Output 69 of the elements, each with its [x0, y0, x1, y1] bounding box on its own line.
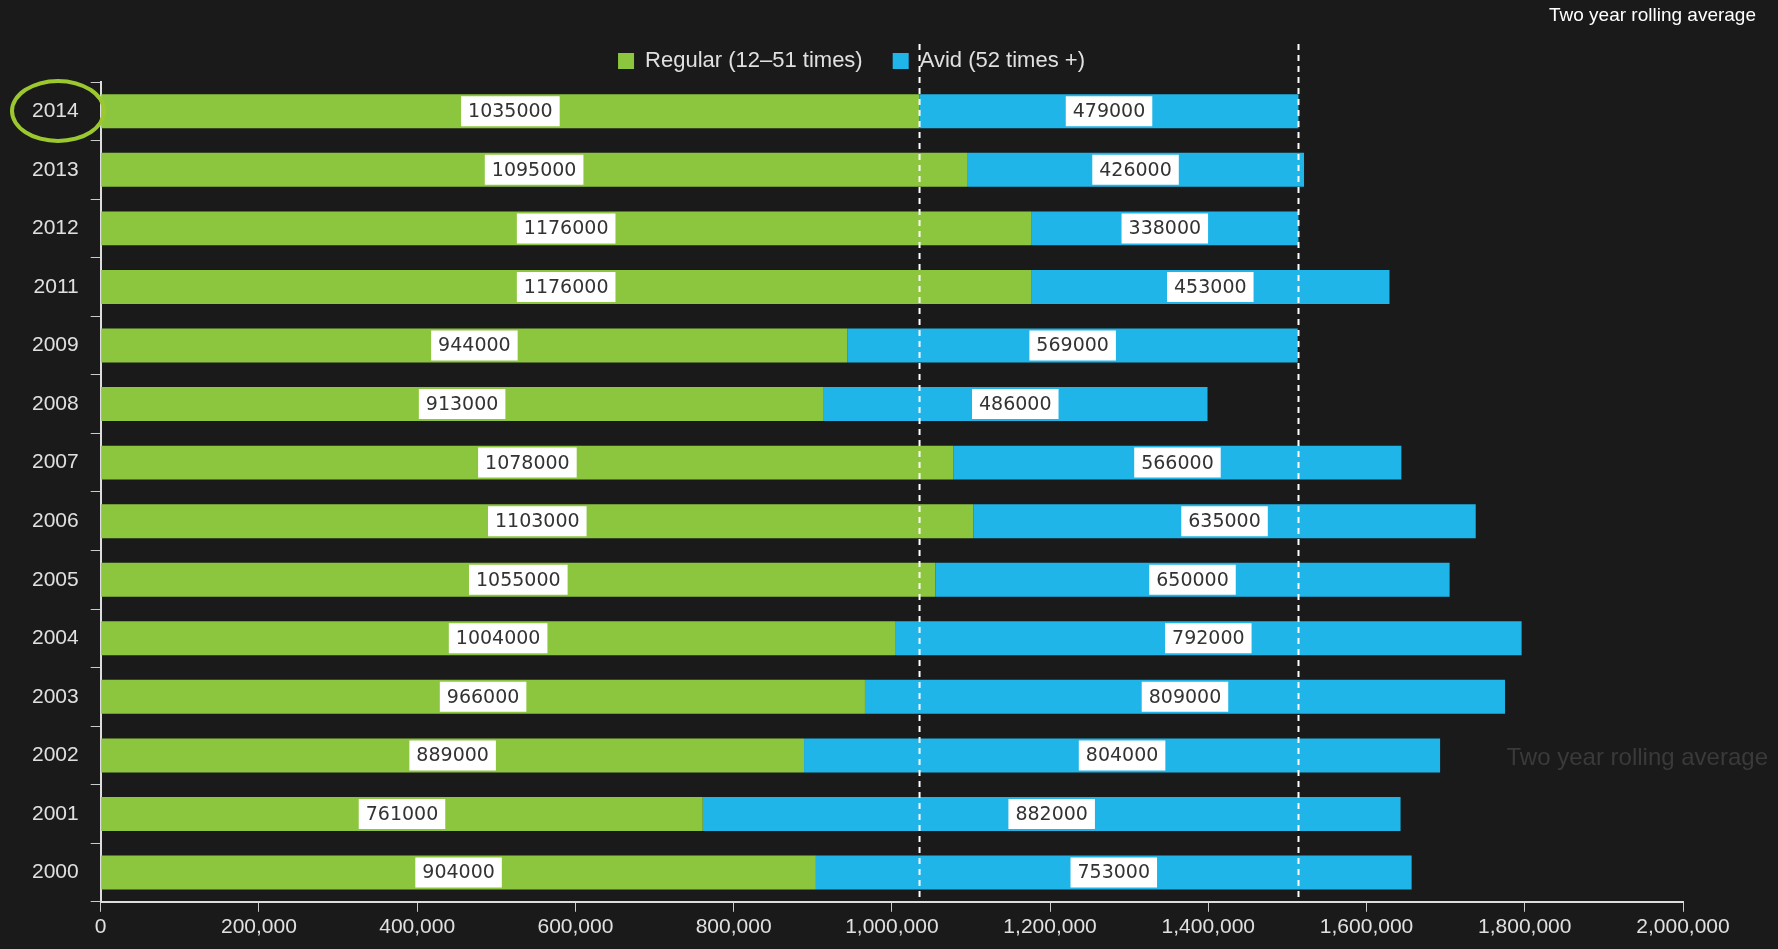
- data-label: 1004000: [455, 626, 541, 649]
- data-label: 338000: [1128, 216, 1202, 239]
- bar: [101, 387, 824, 422]
- bar: [101, 504, 974, 539]
- y-tick-label: 2014: [32, 98, 80, 122]
- data-label: 1176000: [523, 216, 609, 239]
- x-tick-label: 2,000,000: [1636, 914, 1730, 938]
- data-label: 809000: [1148, 684, 1222, 707]
- bar: [101, 679, 865, 714]
- data-label: 1095000: [491, 157, 577, 180]
- data-label: 944000: [438, 333, 511, 356]
- bar: [101, 328, 848, 363]
- y-tick-label: 2011: [33, 273, 79, 297]
- y-tick-label: 2005: [32, 566, 79, 590]
- y-tick-label: 2013: [32, 156, 79, 180]
- y-tick-label: 2007: [32, 449, 79, 473]
- data-label: 566000: [1141, 450, 1214, 473]
- bar: [101, 445, 954, 480]
- data-label: 1078000: [485, 450, 570, 473]
- y-tick-label: 2001: [32, 800, 79, 824]
- data-label: 569000: [1036, 333, 1109, 356]
- bar: [101, 562, 936, 597]
- y-tick-label: 2002: [32, 742, 79, 766]
- bar: [101, 738, 805, 773]
- text: Two year rolling average: [1549, 4, 1756, 26]
- x-tick-label: 600,000: [537, 914, 614, 938]
- y-tick-label: 2003: [32, 683, 79, 707]
- data-label: 804000: [1085, 743, 1159, 766]
- data-label: 966000: [446, 684, 520, 707]
- bar: [101, 152, 968, 187]
- y-tick-label: 2012: [32, 215, 79, 239]
- bar: [101, 211, 1032, 246]
- data-label: 753000: [1077, 860, 1151, 883]
- legend-label: Avid (52 times +): [919, 47, 1085, 73]
- data-label: 479000: [1072, 99, 1146, 122]
- bar: [101, 621, 896, 656]
- data-label: 635000: [1188, 509, 1261, 532]
- y-tick-label: 2008: [32, 390, 79, 414]
- x-tick-label: 1,400,000: [1161, 914, 1256, 938]
- bar: [101, 855, 816, 890]
- data-label: 1055000: [475, 567, 561, 590]
- y-tick-label: 2000: [32, 859, 79, 883]
- x-tick-label: 1,600,000: [1319, 914, 1414, 938]
- data-label: 453000: [1174, 274, 1247, 297]
- x-tick-label: 400,000: [379, 914, 456, 938]
- data-label: 882000: [1015, 801, 1088, 824]
- y-tick-label: 2009: [32, 332, 79, 356]
- data-label: 1103000: [494, 509, 580, 532]
- data-label: 650000: [1156, 567, 1229, 590]
- data-label: 426000: [1099, 157, 1172, 180]
- data-label: 889000: [416, 743, 489, 766]
- data-label: 486000: [979, 392, 1052, 414]
- data-label: 904000: [422, 860, 495, 883]
- x-tick-label: 200,000: [220, 914, 297, 938]
- x-tick-label: 0: [94, 914, 107, 938]
- x-tick-label: 1,800,000: [1478, 914, 1572, 938]
- data-label: 761000: [365, 801, 439, 824]
- y-tick-label: 2004: [32, 625, 80, 649]
- bar: [702, 796, 1401, 831]
- bar: [101, 269, 1032, 304]
- x-tick-label: 800,000: [695, 914, 772, 938]
- x-tick-label: 1,200,000: [1003, 914, 1097, 938]
- y-tick-label: 2006: [32, 507, 79, 531]
- legend-label: Regular (12–51 times): [645, 47, 863, 73]
- x-tick-label: 1,000,000: [845, 914, 939, 938]
- data-label: 1176000: [523, 274, 609, 297]
- data-label: 913000: [425, 392, 499, 414]
- data-label: 792000: [1172, 626, 1245, 649]
- data-label: 1035000: [468, 99, 553, 122]
